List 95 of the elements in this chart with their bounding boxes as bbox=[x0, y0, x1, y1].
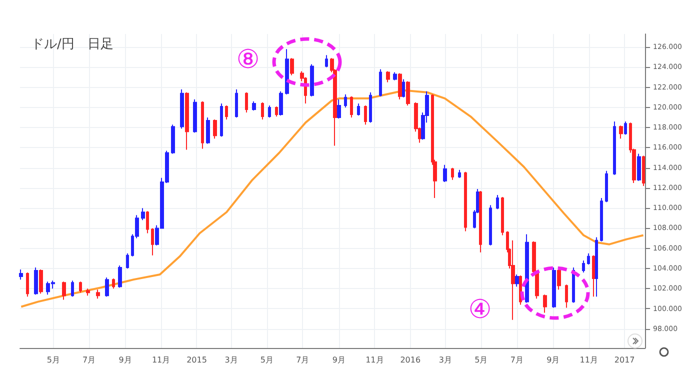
x-tick-label: 7月 bbox=[510, 356, 524, 364]
candlestick bbox=[275, 106, 278, 118]
candlestick bbox=[26, 272, 29, 298]
candlestick bbox=[605, 170, 608, 203]
x-tick-label: 7月 bbox=[296, 356, 310, 364]
candlestick bbox=[96, 289, 100, 300]
candlestick bbox=[642, 155, 645, 186]
candlestick bbox=[261, 102, 264, 120]
candlestick bbox=[325, 54, 328, 68]
candlestick bbox=[344, 94, 347, 108]
candlestick bbox=[19, 269, 23, 280]
candlestick bbox=[464, 171, 467, 232]
candlestick bbox=[479, 190, 482, 253]
candlestick bbox=[451, 167, 454, 180]
x-tick-label: 9月 bbox=[332, 356, 346, 364]
candlestick bbox=[619, 125, 623, 140]
candlestick bbox=[557, 269, 561, 290]
candlestick bbox=[206, 117, 210, 144]
x-tick-label: 5月 bbox=[260, 356, 274, 364]
candlestick bbox=[86, 288, 90, 296]
candlestick bbox=[515, 274, 519, 288]
annotation: ④ bbox=[468, 295, 492, 325]
candlestick bbox=[252, 100, 256, 111]
candlestick bbox=[337, 98, 341, 120]
x-tick-label: 5月 bbox=[46, 356, 60, 364]
candlestick bbox=[112, 278, 115, 290]
candlestick bbox=[402, 78, 405, 98]
x-tick-label: 7月 bbox=[82, 356, 96, 364]
candlestick bbox=[71, 280, 74, 298]
candlestick bbox=[62, 281, 66, 300]
candlestick bbox=[379, 68, 382, 97]
candlestick bbox=[310, 64, 314, 97]
candlestick bbox=[587, 252, 590, 265]
candlestick bbox=[225, 104, 228, 120]
candlestick bbox=[126, 252, 129, 269]
candlestick bbox=[245, 92, 248, 113]
x-tick-label: 2016 bbox=[400, 356, 421, 364]
candlestick bbox=[268, 104, 271, 118]
candlestick bbox=[572, 266, 575, 304]
candlestick bbox=[350, 96, 353, 118]
x-tick-label: 5月 bbox=[474, 356, 488, 364]
candlestick bbox=[600, 198, 603, 242]
candlestick bbox=[501, 196, 504, 236]
candlestick bbox=[406, 80, 410, 106]
candlestick bbox=[458, 169, 461, 178]
candlestick bbox=[357, 102, 360, 116]
x-tick-label: 2015 bbox=[186, 356, 207, 364]
candlestick bbox=[118, 264, 122, 288]
x-tick-label: 9月 bbox=[118, 356, 132, 364]
candlestick bbox=[565, 284, 568, 308]
x-tick-label: 11月 bbox=[152, 356, 170, 364]
candlestick bbox=[146, 210, 149, 234]
candlestick bbox=[393, 72, 397, 81]
x-tick-label: 3月 bbox=[438, 356, 452, 364]
candlestick bbox=[180, 88, 184, 130]
candlestick bbox=[624, 121, 627, 136]
candlestick bbox=[443, 164, 447, 182]
candlestick bbox=[171, 124, 175, 154]
x-tick-label: 11月 bbox=[366, 356, 384, 364]
candlestick bbox=[279, 90, 283, 116]
candlestick bbox=[290, 58, 294, 76]
candlestick bbox=[220, 102, 223, 138]
x-tick-label: 2017 bbox=[614, 356, 635, 364]
candlestick bbox=[398, 72, 402, 100]
x-tick-label: 11月 bbox=[580, 356, 598, 364]
candlestick bbox=[543, 294, 547, 314]
candlestick bbox=[582, 260, 585, 274]
candlestick bbox=[105, 277, 109, 298]
candlestick bbox=[39, 269, 43, 294]
candlestick bbox=[496, 194, 499, 210]
candlestick bbox=[141, 208, 145, 221]
candlestick bbox=[595, 236, 598, 298]
chart-title: ドル/円 日足 bbox=[31, 37, 114, 52]
x-tick-label: 3月 bbox=[224, 356, 238, 364]
candlestick bbox=[511, 240, 515, 320]
candlestick bbox=[79, 281, 82, 294]
candlestick bbox=[285, 48, 289, 95]
candlestick bbox=[489, 204, 492, 246]
candlestick bbox=[525, 234, 529, 304]
candlestick bbox=[613, 121, 616, 176]
candlestick bbox=[151, 228, 154, 256]
candlestick bbox=[34, 266, 38, 296]
candlestick bbox=[213, 119, 217, 140]
candlestick bbox=[201, 100, 204, 150]
annotation: ⑧ bbox=[236, 45, 260, 75]
x-tick-label: 9月 bbox=[546, 356, 560, 364]
candlestick bbox=[193, 98, 197, 134]
candlestick bbox=[637, 153, 641, 182]
candlestick bbox=[552, 266, 556, 308]
candlestick bbox=[185, 92, 189, 150]
candlestick bbox=[386, 70, 390, 83]
candlestick bbox=[235, 88, 238, 118]
candlestick bbox=[369, 92, 372, 124]
candlestick bbox=[364, 104, 367, 126]
candlestick bbox=[592, 254, 595, 298]
